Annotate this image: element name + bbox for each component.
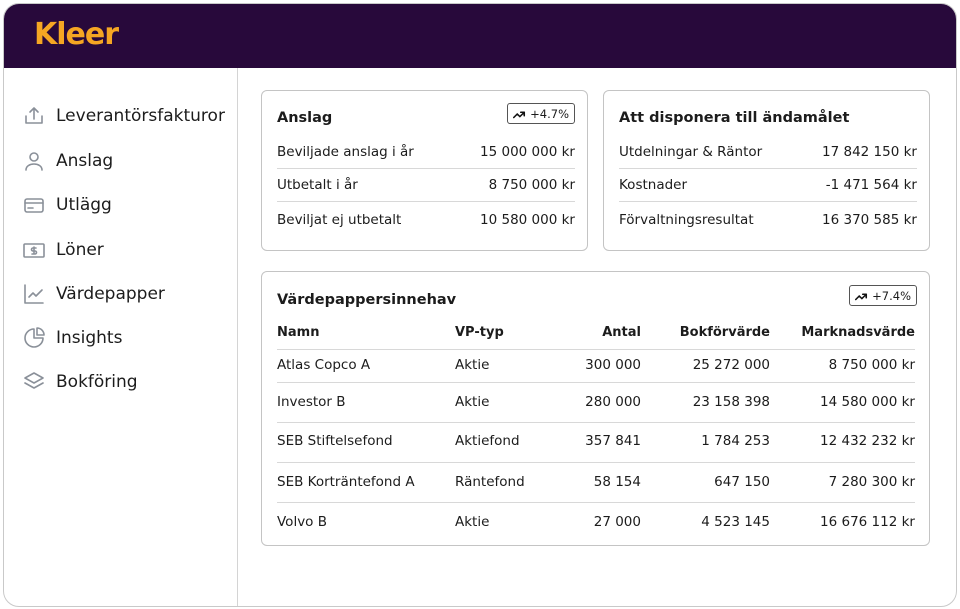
nav-label: Löner [56, 240, 104, 260]
nav-icon [24, 198, 44, 213]
table-cell: Aktie [455, 394, 490, 410]
table-cell: Aktie [455, 514, 490, 530]
table-cell: 1 784 253 [701, 433, 770, 449]
row-value: 16 370 585 kr [822, 212, 917, 228]
summary-card: Anslag +4.7% Beviljade anslag i år 15 000 0… [261, 90, 588, 251]
table-cell: 300 000 [585, 357, 641, 373]
row-label: Kostnader [619, 177, 688, 193]
nav-label: Leverantörsfakturor [56, 106, 225, 126]
table-cell: 25 272 000 [692, 357, 770, 373]
column-header: Bokförvärde [679, 325, 770, 340]
table-cell: 12 432 232 kr [820, 433, 915, 449]
nav-icon [23, 243, 45, 258]
logo[interactable]: Kleer [34, 17, 119, 52]
column-header: Namn [277, 325, 320, 340]
table-cell: Investor B [277, 394, 346, 410]
nav-label: Värdepapper [56, 284, 165, 304]
badge-text: +4.7% [530, 106, 569, 121]
nav-item[interactable]: Insights [22, 324, 122, 352]
app-window: Kleer Leverantörsfakturor Anslag Utlägg Lön… [3, 3, 957, 607]
trend-badge: +7.4% [849, 285, 917, 306]
nav-label: Insights [56, 328, 123, 348]
divider [277, 201, 575, 202]
nav-icon [25, 107, 43, 124]
table-cell: 4 523 145 [701, 514, 770, 530]
table-cell: Atlas Copco A [277, 357, 371, 373]
divider [277, 168, 575, 169]
table-cell: 280 000 [585, 394, 641, 410]
nav-item[interactable]: Löner [22, 236, 104, 264]
nav-icon [24, 284, 44, 304]
summary-card: Att disponera till ändamålet Utdelningar … [603, 90, 930, 251]
nav-icon [24, 372, 44, 389]
nav-label: Anslag [56, 151, 114, 171]
table-cell: Aktie [455, 357, 490, 373]
divider [277, 422, 915, 423]
table-cell: Räntefond [455, 474, 525, 490]
nav-icon [25, 152, 43, 171]
table-cell: SEB Stiftelsefond [277, 433, 393, 449]
table-cell: Aktiefond [455, 433, 520, 449]
row-label: Beviljat ej utbetalt [277, 212, 402, 228]
card-title: Att disponera till ändamålet [619, 110, 850, 126]
table-cell: 27 000 [593, 514, 641, 530]
sidebar: Leverantörsfakturor Anslag Utlägg Löner Värd… [4, 68, 238, 606]
row-label: Utdelningar & Räntor [619, 144, 763, 160]
nav-item[interactable]: Leverantörsfakturor [22, 102, 225, 130]
divider [277, 462, 915, 463]
table-cell: 16 676 112 kr [820, 514, 915, 530]
nav-label: Utlägg [56, 195, 112, 215]
row-label: Utbetalt i år [277, 177, 358, 193]
card-title: Värdepappersinnehav [277, 292, 457, 308]
nav-item[interactable]: Anslag [22, 147, 113, 175]
row-label: Förvaltningsresultat [619, 212, 754, 228]
table-cell: 58 154 [593, 474, 641, 490]
row-label: Beviljade anslag i år [277, 144, 414, 160]
nav-icon [24, 327, 45, 348]
row-value: 15 000 000 kr [480, 144, 575, 160]
nav-item[interactable]: Bokföring [22, 368, 138, 396]
row-value: 17 842 150 kr [822, 144, 917, 160]
divider [277, 382, 915, 383]
table-cell: 7 280 300 kr [828, 474, 915, 490]
card-title: Anslag [277, 110, 333, 126]
row-value: -1 471 564 kr [825, 177, 917, 193]
table-cell: SEB Korträntefond A [277, 474, 415, 490]
nav-item[interactable]: Värdepapper [22, 280, 165, 308]
table-cell: 14 580 000 kr [820, 394, 915, 410]
column-header: Marknadsvärde [801, 325, 915, 340]
table-cell: Volvo B [277, 514, 327, 530]
row-value: 10 580 000 kr [480, 212, 575, 228]
divider [619, 168, 917, 169]
table-cell: 8 750 000 kr [828, 357, 915, 373]
badge-text: +7.4% [872, 288, 911, 303]
header: Kleer [4, 4, 956, 68]
divider [277, 349, 915, 350]
divider [619, 201, 917, 202]
table-cell: 357 841 [585, 433, 641, 449]
column-header: Antal [602, 325, 641, 340]
column-header: VP-typ [455, 325, 504, 340]
holdings-card: Värdepappersinnehav +7.4% Namn VP-typ Antal B… [261, 271, 930, 546]
divider [277, 502, 915, 503]
trend-badge: +4.7% [507, 103, 575, 124]
nav-item[interactable]: Utlägg [22, 191, 112, 219]
table-cell: 647 150 [714, 474, 770, 490]
row-value: 8 750 000 kr [488, 177, 575, 193]
table-cell: 23 158 398 [692, 394, 770, 410]
nav-label: Bokföring [56, 372, 138, 392]
